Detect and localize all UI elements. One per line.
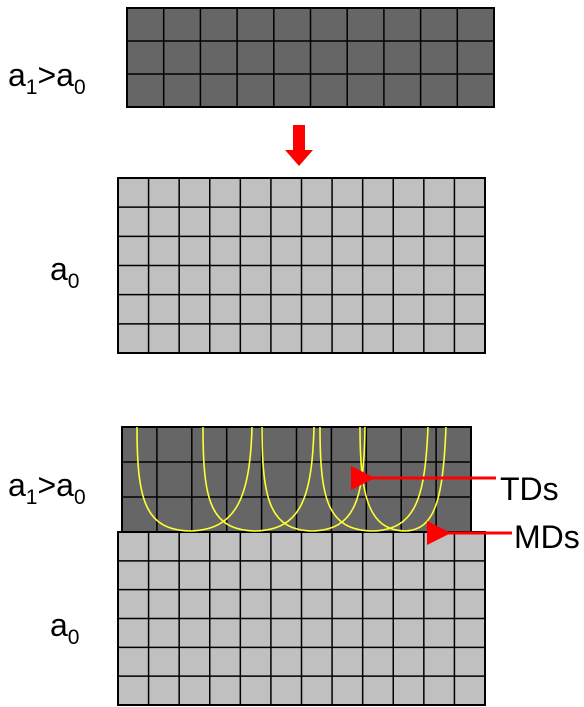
substrate-label: a0 [50,251,79,293]
label-part: a [8,467,26,503]
dislocation-curves [136,426,447,532]
film-label: a1>a0 [8,57,86,99]
md-label: MDs [514,519,580,555]
lattice-grids [117,7,495,706]
td-label: TDs [500,471,559,507]
label-subscript: 0 [68,270,80,293]
film-label: a1>a0 [8,467,86,509]
label-subscript: 0 [68,626,80,649]
label-subscript: 0 [74,76,86,99]
label-subscript: 1 [26,76,38,99]
label-part: a [50,251,68,287]
label-part: a [8,57,26,93]
label-subscript: 1 [26,486,38,509]
transfer-arrow [285,125,313,166]
substrate-label: a0 [50,607,79,649]
label-subscript: 0 [74,486,86,509]
label-part: >a [37,57,74,93]
label-part: a [50,607,68,643]
label-part: >a [37,467,74,503]
